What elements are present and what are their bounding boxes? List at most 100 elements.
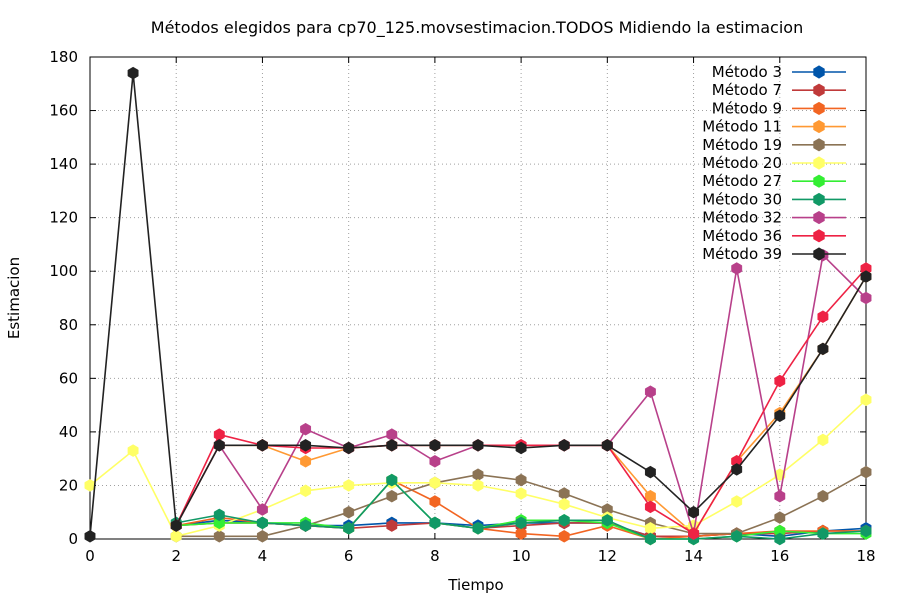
legend-entry: Método 11 — [702, 118, 846, 136]
legend-label: Método 9 — [712, 99, 782, 117]
data-point — [343, 522, 355, 535]
legend-entry: Método 3 — [712, 63, 846, 81]
legend-label: Método 7 — [712, 81, 782, 99]
data-point — [84, 530, 96, 543]
data-point — [170, 530, 182, 543]
legend-swatch-marker — [813, 192, 825, 206]
data-point — [170, 519, 182, 532]
data-point — [774, 409, 786, 423]
data-point — [300, 519, 312, 532]
data-point — [386, 428, 398, 441]
data-point — [731, 495, 743, 508]
data-point — [256, 439, 268, 452]
data-point — [386, 439, 398, 452]
data-point — [774, 532, 786, 546]
data-point — [644, 532, 656, 546]
legend-entry: Método 39 — [702, 245, 846, 263]
data-point — [300, 439, 312, 452]
data-point — [213, 508, 225, 522]
data-point — [429, 516, 441, 530]
data-point — [429, 439, 441, 452]
legend-label: Método 3 — [712, 63, 782, 81]
data-point — [472, 479, 484, 492]
data-point — [558, 514, 570, 527]
legend-swatch-marker — [813, 138, 825, 152]
legend-entry: Método 32 — [702, 209, 846, 227]
x-tick-label: 0 — [85, 547, 95, 565]
series-m-todo-30 — [170, 473, 872, 546]
x-tick-label: 14 — [684, 547, 703, 565]
data-point — [515, 527, 527, 540]
y-tick-label: 20 — [59, 476, 78, 494]
data-point — [515, 441, 527, 455]
legend-entry: Método 9 — [712, 99, 846, 117]
x-tick-label: 2 — [171, 547, 181, 565]
x-tick-label: 16 — [770, 547, 789, 565]
data-point — [472, 439, 484, 452]
data-point — [343, 505, 355, 519]
data-point — [601, 439, 613, 452]
x-tick-label: 4 — [258, 547, 268, 565]
data-point — [386, 489, 398, 503]
data-point — [127, 444, 139, 457]
data-point — [300, 455, 312, 468]
x-tick-label: 6 — [344, 547, 354, 565]
legend-swatch-marker — [813, 229, 825, 243]
legend-label: Método 11 — [702, 118, 782, 136]
legend-label: Método 39 — [702, 245, 782, 263]
y-tick-label: 0 — [68, 530, 78, 548]
data-point — [688, 527, 700, 540]
y-axis-label: Estimacion — [5, 257, 23, 339]
legend-entry: Método 30 — [702, 190, 846, 208]
series-group — [84, 66, 872, 546]
legend-swatch-marker — [813, 65, 825, 79]
data-point — [774, 374, 786, 388]
x-axis-label: Tiempo — [447, 576, 503, 594]
data-point — [256, 516, 268, 530]
data-point — [774, 489, 786, 503]
y-tick-label: 140 — [49, 155, 78, 173]
x-tick-label: 10 — [512, 547, 531, 565]
y-tick-label: 60 — [59, 369, 78, 387]
data-point — [213, 516, 225, 530]
x-tick-label: 12 — [598, 547, 617, 565]
data-point — [256, 530, 268, 543]
legend-entry: Método 7 — [712, 81, 846, 99]
series-m-todo-39 — [84, 66, 872, 543]
data-point — [256, 503, 268, 516]
y-tick-label: 100 — [49, 262, 78, 280]
chart-title: Métodos elegidos para cp70_125.movsestim… — [151, 18, 803, 38]
data-point — [300, 422, 312, 436]
legend-label: Método 27 — [702, 172, 782, 190]
data-point — [817, 310, 829, 323]
y-tick-label: 180 — [49, 48, 78, 66]
legend-swatch-marker — [813, 101, 825, 115]
data-point — [213, 530, 225, 543]
data-point — [688, 505, 700, 519]
data-point — [386, 473, 398, 487]
data-point — [860, 291, 872, 305]
data-point — [429, 495, 441, 508]
legend-label: Método 30 — [702, 190, 782, 208]
legend-entry: Método 19 — [702, 136, 846, 154]
data-point — [731, 463, 743, 476]
data-point — [860, 465, 872, 479]
legend-swatch-marker — [813, 120, 825, 134]
legend-swatch-marker — [813, 211, 825, 225]
legend-label: Método 20 — [702, 154, 782, 172]
data-point — [860, 393, 872, 407]
legend-swatch-marker — [813, 156, 825, 170]
data-point — [127, 66, 139, 80]
y-tick-label: 160 — [49, 102, 78, 120]
y-tick-label: 40 — [59, 423, 78, 441]
data-point — [817, 527, 829, 540]
data-point — [644, 465, 656, 479]
legend-entry: Método 27 — [702, 172, 846, 190]
data-point — [860, 524, 872, 538]
legend-label: Método 32 — [702, 209, 782, 227]
data-point — [731, 530, 743, 543]
x-tick-label: 18 — [856, 547, 875, 565]
